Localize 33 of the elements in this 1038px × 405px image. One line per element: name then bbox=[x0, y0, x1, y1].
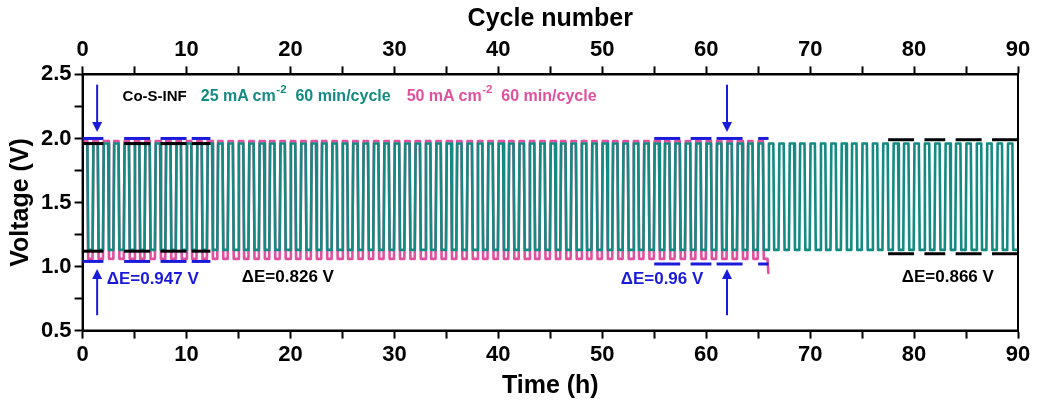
y-tick-label: 1.0 bbox=[40, 252, 72, 278]
x-tick-label: 30 bbox=[382, 340, 407, 366]
x2-tick-label: 40 bbox=[486, 36, 511, 62]
x2-tick-label: 70 bbox=[797, 36, 823, 62]
x-tick-label: 40 bbox=[486, 340, 511, 366]
annotation: ΔE=0.947 V bbox=[106, 268, 200, 288]
x-tick-label: 60 bbox=[693, 340, 719, 366]
y-axis-title: Voltage (V) bbox=[4, 138, 33, 267]
x-tick-label: 10 bbox=[174, 340, 199, 366]
legend-title: Co-S-INF bbox=[122, 86, 187, 104]
x-tick-label: 0 bbox=[76, 340, 89, 366]
x-tick-label: 70 bbox=[797, 340, 823, 366]
x2-tick-label: 90 bbox=[1005, 36, 1031, 62]
y-tick-label: 0.5 bbox=[40, 316, 72, 342]
x-tick-label: 90 bbox=[1005, 340, 1031, 366]
x2-tick-label: 60 bbox=[693, 36, 719, 62]
annotation: ΔE=0.866 V bbox=[901, 266, 995, 286]
x-tick-label: 80 bbox=[901, 340, 927, 366]
x-tick-label: 50 bbox=[590, 340, 615, 366]
x2-axis-title: Cycle number bbox=[467, 2, 634, 31]
annotation: ΔE=0.96 V bbox=[620, 268, 704, 288]
y-tick-label: 2.0 bbox=[40, 124, 72, 150]
y-tick-label: 1.5 bbox=[40, 188, 72, 214]
annotation: ΔE=0.826 V bbox=[241, 266, 335, 286]
x2-tick-label: 50 bbox=[590, 36, 615, 62]
y-tick-label: 2.5 bbox=[40, 60, 72, 86]
x2-tick-label: 80 bbox=[901, 36, 927, 62]
x2-tick-label: 30 bbox=[382, 36, 407, 62]
x2-tick-label: 20 bbox=[278, 36, 303, 62]
x-axis-title: Time (h) bbox=[501, 369, 599, 398]
x2-tick-label: 10 bbox=[174, 36, 199, 62]
x-tick-label: 20 bbox=[278, 340, 303, 366]
x2-tick-label: 0 bbox=[76, 36, 89, 62]
